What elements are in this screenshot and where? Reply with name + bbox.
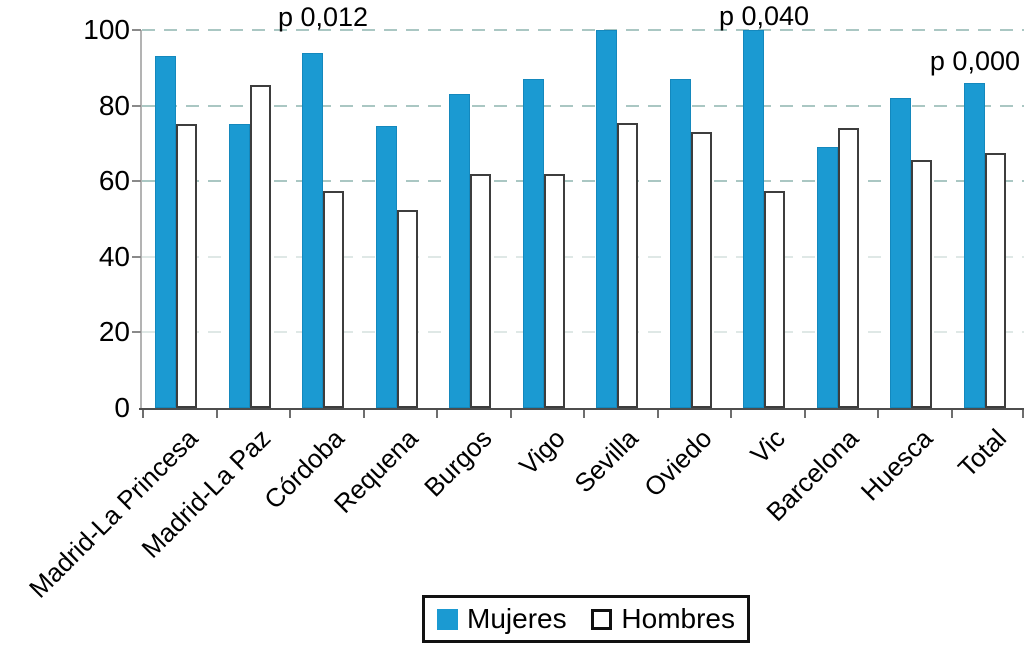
legend-label-mujeres: Mujeres — [467, 603, 567, 634]
y-axis-tick-60 — [132, 180, 141, 183]
x-axis-label-vigo: Vigo — [513, 423, 571, 481]
x-axis-label-total: Total — [951, 423, 1012, 484]
x-axis-label-huesca: Huesca — [854, 423, 939, 507]
bar-mujeres-barcelona — [816, 147, 838, 408]
y-axis-label-0: 0 — [114, 392, 130, 423]
legend-swatch-mujeres — [437, 608, 458, 630]
bar-mujeres-co-rdoba — [302, 53, 323, 408]
bar-hombres-requena — [396, 210, 418, 408]
bar-mujeres-huesca — [890, 98, 911, 408]
y-axis-label-40: 40 — [98, 240, 130, 272]
x-axis-tick-6 — [583, 410, 585, 418]
x-axis-tick-5 — [509, 410, 512, 418]
bar-mujeres-total — [963, 83, 985, 408]
y-axis-label-100: 100 — [83, 14, 130, 45]
y-axis-tick-20 — [132, 331, 141, 334]
bar-hombres-burgos — [470, 174, 491, 408]
chart-legend: Mujeres Hombres — [422, 595, 750, 643]
x-axis-label-oviedo: Oviedo — [638, 423, 718, 503]
annotation-p-0-040: p 0,040 — [718, 1, 810, 31]
bar-hombres-barcelona — [837, 128, 859, 408]
bar-hombres-sevilla — [617, 123, 638, 408]
bar-mujeres-oviedo — [669, 79, 691, 408]
x-axis-tick-8 — [730, 410, 732, 418]
y-axis-label-60: 60 — [98, 165, 130, 197]
y-axis-tick-40 — [132, 255, 141, 258]
annotation-p-0-012: p 0,012 — [277, 2, 369, 32]
x-axis-label-madrid-la-paz: Madrid-La Paz — [135, 423, 277, 564]
x-axis-tick-4 — [436, 410, 438, 418]
x-axis-tick-3 — [362, 410, 365, 418]
x-axis-tick-9 — [803, 410, 806, 418]
x-axis-tick-0 — [142, 410, 144, 418]
bar-mujeres-sevilla — [596, 30, 617, 408]
bar-hombres-vic — [764, 191, 785, 408]
bar-mujeres-madrid-la-princesa — [155, 56, 176, 408]
y-axis-tick-100 — [132, 29, 141, 31]
bar-mujeres-vigo — [522, 79, 544, 408]
y-axis-tick-80 — [132, 104, 141, 107]
annotation-p-0-000: p 0,000 — [929, 46, 1020, 76]
bar-mujeres-vic — [743, 30, 764, 408]
x-axis-tick-2 — [289, 410, 291, 418]
gridline-minor-40 — [142, 255, 1024, 258]
bar-hombres-madrid-la-paz — [249, 85, 271, 408]
bar-hombres-co-rdoba — [323, 191, 344, 408]
x-axis-tick-7 — [656, 410, 659, 418]
bar-hombres-huesca — [911, 160, 932, 408]
x-axis-tick-1 — [215, 410, 218, 418]
y-axis-label-80: 80 — [98, 89, 130, 121]
gridline-major-60 — [142, 180, 1024, 183]
bar-hombres-oviedo — [690, 132, 712, 408]
bar-hombres-total — [984, 153, 1006, 408]
bar-mujeres-burgos — [449, 94, 470, 408]
x-axis-label-sevilla: Sevilla — [568, 423, 645, 499]
gridline-major-100 — [142, 29, 1024, 31]
legend-swatch-hombres — [591, 608, 613, 630]
gridline-major-80 — [142, 104, 1024, 107]
x-axis-label-vic: Vic — [744, 423, 792, 470]
bar-mujeres-requena — [375, 126, 397, 408]
x-axis-tick-12 — [1022, 410, 1024, 418]
bar-hombres-vigo — [543, 174, 565, 408]
x-axis-line — [139, 408, 1024, 410]
y-axis-label-20: 20 — [98, 316, 130, 348]
legend-label-hombres: Hombres — [621, 603, 735, 634]
gridline-minor-20 — [142, 331, 1024, 334]
x-axis-tick-10 — [877, 410, 879, 418]
y-axis-line — [140, 30, 142, 410]
bar-mujeres-madrid-la-paz — [228, 124, 250, 408]
x-axis-label-burgos: Burgos — [417, 423, 498, 503]
x-axis-tick-11 — [950, 410, 953, 418]
bar-hombres-madrid-la-princesa — [176, 124, 197, 408]
